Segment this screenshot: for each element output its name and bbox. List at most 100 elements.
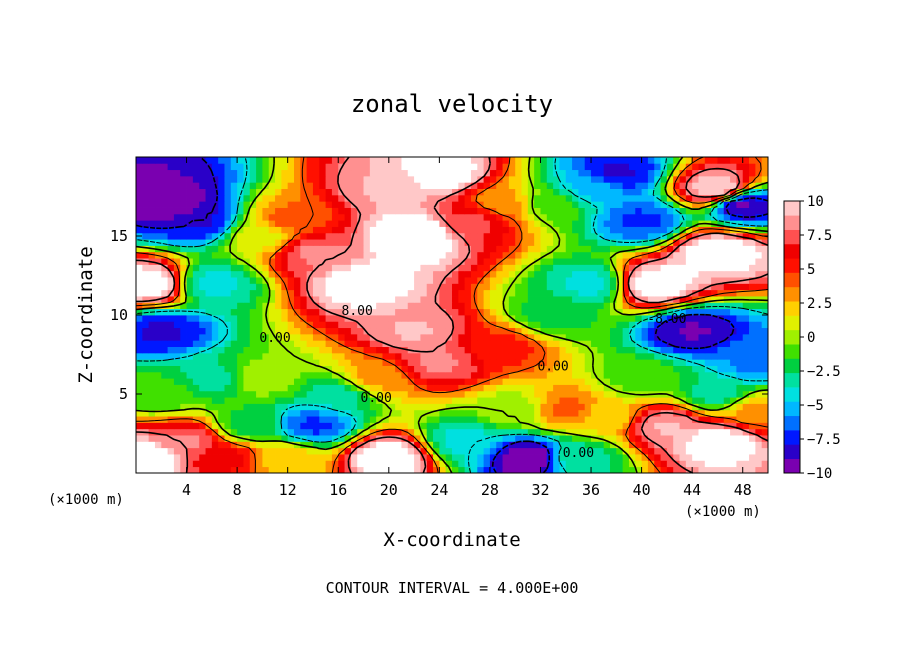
- heatmap-cell: [376, 220, 383, 227]
- heatmap-cell: [742, 397, 750, 404]
- heatmap-cell: [218, 403, 225, 411]
- heatmap-cell: [597, 182, 605, 189]
- heatmap-cell: [268, 163, 276, 171]
- heatmap-cell: [357, 157, 364, 164]
- heatmap-cell: [692, 207, 699, 215]
- heatmap-cell: [426, 302, 434, 310]
- heatmap-cell: [546, 207, 554, 215]
- heatmap-cell: [616, 466, 624, 474]
- heatmap-cell: [224, 251, 232, 259]
- heatmap-cell: [426, 359, 434, 366]
- heatmap-cell: [628, 397, 636, 404]
- heatmap-cell: [477, 239, 484, 246]
- heatmap-cell: [673, 182, 680, 189]
- heatmap-cell: [237, 340, 244, 347]
- heatmap-cell: [262, 232, 270, 240]
- heatmap-cell: [388, 428, 396, 436]
- heatmap-cell: [761, 371, 769, 379]
- heatmap-cell: [584, 308, 592, 316]
- heatmap-cell: [622, 327, 630, 335]
- heatmap-cell: [376, 409, 383, 417]
- heatmap-cell: [654, 346, 661, 354]
- heatmap-cell: [572, 213, 579, 221]
- heatmap-cell: [610, 409, 617, 417]
- heatmap-cell: [382, 384, 390, 392]
- heatmap-cell: [546, 163, 554, 171]
- heatmap-cell: [268, 371, 276, 379]
- heatmap-cell: [464, 163, 472, 171]
- heatmap-cell: [148, 397, 156, 404]
- heatmap-cell: [673, 390, 680, 398]
- heatmap-cell: [647, 466, 655, 474]
- heatmap-cell: [199, 352, 206, 360]
- heatmap-cell: [546, 251, 554, 259]
- heatmap-cell: [414, 321, 421, 329]
- heatmap-cell: [508, 226, 516, 234]
- heatmap-cell: [357, 194, 364, 202]
- heatmap-cell: [237, 327, 244, 335]
- heatmap-cell: [515, 213, 522, 221]
- heatmap-cell: [154, 213, 162, 221]
- heatmap-cell: [616, 182, 624, 189]
- heatmap-cell: [540, 302, 548, 310]
- heatmap-cell: [407, 296, 415, 303]
- heatmap-cell: [546, 220, 554, 227]
- heatmap-cell: [553, 175, 560, 183]
- heatmap-cell: [610, 277, 617, 284]
- heatmap-cell: [628, 352, 636, 360]
- heatmap-cell: [180, 302, 187, 310]
- heatmap-cell: [641, 346, 649, 354]
- heatmap-cell: [433, 435, 440, 442]
- heatmap-cell: [376, 175, 383, 183]
- heatmap-cell: [338, 416, 345, 423]
- heatmap-cell: [433, 188, 440, 196]
- heatmap-cell: [281, 390, 289, 398]
- heatmap-cell: [647, 232, 655, 240]
- heatmap-cell: [161, 321, 168, 329]
- heatmap-cell: [414, 213, 421, 221]
- heatmap-cell: [275, 188, 282, 196]
- heatmap-cell: [452, 371, 459, 379]
- heatmap-cell: [142, 365, 150, 373]
- heatmap-cell: [496, 315, 503, 322]
- heatmap-cell: [275, 251, 282, 259]
- heatmap-cell: [622, 258, 630, 265]
- heatmap-cell: [761, 169, 769, 177]
- heatmap-cell: [679, 283, 687, 291]
- heatmap-cell: [540, 359, 548, 366]
- heatmap-cell: [218, 333, 225, 341]
- heatmap-cell: [275, 365, 282, 373]
- heatmap-cell: [376, 213, 383, 221]
- heatmap-cell: [256, 251, 263, 259]
- heatmap-cell: [180, 264, 187, 272]
- heatmap-cell: [199, 346, 206, 354]
- heatmap-cell: [287, 169, 295, 177]
- heatmap-cell: [445, 258, 453, 265]
- heatmap-cell: [603, 232, 611, 240]
- heatmap-cell: [534, 403, 541, 411]
- heatmap-cell: [237, 245, 244, 253]
- heatmap-cell: [369, 283, 377, 291]
- heatmap-cell: [382, 422, 390, 430]
- heatmap-cell: [704, 384, 712, 392]
- heatmap-cell: [376, 447, 383, 455]
- heatmap-cell: [237, 239, 244, 246]
- heatmap-cell: [294, 384, 301, 392]
- heatmap-cell: [534, 226, 541, 234]
- heatmap-cell: [666, 416, 674, 423]
- heatmap-cell: [281, 340, 289, 347]
- heatmap-cell: [452, 454, 459, 461]
- heatmap-cell: [395, 327, 402, 335]
- heatmap-cell: [395, 315, 402, 322]
- heatmap-cell: [515, 302, 522, 310]
- heatmap-cell: [369, 390, 377, 398]
- heatmap-cell: [338, 409, 345, 417]
- heatmap-cell: [338, 321, 345, 329]
- heatmap-cell: [470, 201, 478, 208]
- heatmap-cell: [445, 435, 453, 442]
- heatmap-cell: [635, 175, 642, 183]
- heatmap-cell: [628, 258, 636, 265]
- heatmap-cell: [477, 378, 484, 385]
- heatmap-cell: [249, 220, 257, 227]
- heatmap-cell: [692, 352, 699, 360]
